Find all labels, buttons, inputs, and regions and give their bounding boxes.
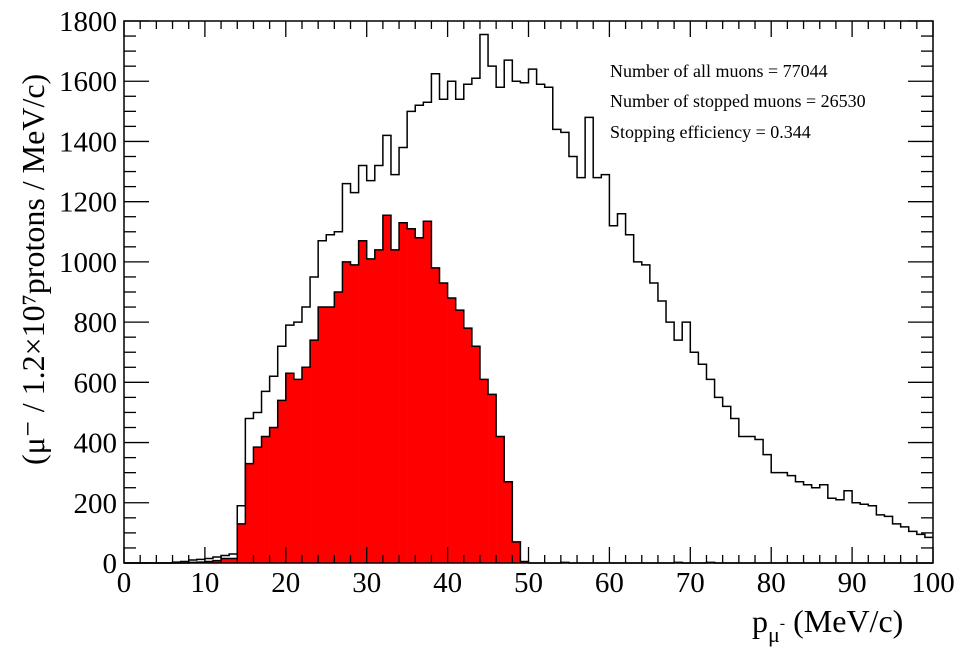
x-tick-label: 30: [352, 567, 381, 599]
stopped-bin-bar: [415, 237, 424, 564]
stopped-bin-bar: [504, 481, 513, 563]
all-muons-series: [124, 33, 933, 564]
stopped-bin-bar: [334, 292, 343, 563]
stopped-bin-bar: [439, 282, 448, 563]
stopped-bin-bar: [479, 379, 489, 563]
axes: [123, 20, 934, 564]
stopped-bin-bar: [212, 560, 222, 563]
stopped-bin-bar: [496, 436, 505, 563]
stopped-bin-bar: [318, 307, 327, 563]
stopped-bin-bar: [350, 264, 359, 563]
stopped-bin-bar: [431, 267, 440, 563]
x-tick-label: 0: [117, 567, 132, 599]
x-axis-label-subscript: μ: [768, 622, 780, 647]
stopped-bin-bar: [520, 561, 529, 563]
stopped-bin-bar: [512, 541, 521, 563]
stopped-muons-series: [124, 214, 933, 564]
x-axis-label: pμ- (MeV/c): [752, 603, 903, 647]
stopped-bin-bar: [221, 558, 230, 563]
stopped-bin-bar: [358, 240, 367, 564]
x-tick-label: 50: [514, 567, 543, 599]
y-tick-label: 1000: [59, 247, 117, 279]
stopped-bin-bar: [301, 367, 311, 563]
x-tick-label: 10: [190, 567, 219, 599]
stopped-bin-bar: [374, 249, 384, 563]
stopped-bin-bar: [463, 328, 473, 563]
x-tick-label: 100: [911, 567, 955, 599]
stopped-bin-bar: [293, 379, 303, 563]
all-muons-line: [124, 33, 933, 564]
stopped-bin-bar: [342, 261, 351, 563]
y-tick-labels: 0 200 400 600 800 1000 1200 1400 1600 1800: [59, 6, 117, 580]
y-tick-label: 200: [74, 488, 118, 520]
stopped-bin-bar: [447, 298, 456, 563]
x-tick-label: 40: [433, 567, 462, 599]
x-axis-label-symbol: p: [752, 603, 768, 639]
stopped-bin-bar: [366, 258, 376, 563]
x-tick-label: 90: [838, 567, 867, 599]
x-tick-label: 70: [676, 567, 705, 599]
y-tick-label: 800: [74, 307, 118, 339]
y-tick-label: 1600: [59, 66, 117, 98]
y-tick-label: 1400: [59, 126, 117, 158]
y-axis-label: (μ⁻ / 1.2×10⁷protons / MeV/c): [15, 74, 51, 465]
stopped-bin-bar: [390, 249, 400, 563]
stopped-bin-bar: [253, 447, 262, 563]
y-tick-label: 0: [103, 548, 118, 580]
stopped-bin-bar: [204, 561, 214, 563]
annotation-efficiency: Stopping efficiency = 0.344: [610, 122, 811, 142]
y-tick-label: 600: [74, 367, 118, 399]
annotation-stopped-muons: Number of stopped muons = 26530: [610, 91, 866, 111]
x-axis-label-superscript: -: [780, 615, 785, 632]
stopped-muons-outline: [124, 214, 933, 564]
y-tick-label: 1800: [59, 6, 117, 38]
stopped-bin-bar: [471, 346, 481, 563]
stopped-bin-bar: [237, 523, 246, 563]
stopped-bin-bar: [229, 558, 238, 563]
x-tick-label: 60: [595, 567, 624, 599]
stopped-bin-bar: [269, 427, 279, 563]
stopped-bin-bar: [382, 215, 392, 563]
stopped-bin-bar: [399, 222, 408, 563]
stopped-bin-bar: [488, 394, 497, 563]
x-axis-label-units: (MeV/c): [793, 603, 903, 639]
x-tick-label: 80: [757, 567, 786, 599]
stopped-bin-bar: [277, 400, 287, 563]
stopped-bin-bar: [261, 436, 270, 563]
y-tick-label: 1200: [59, 187, 117, 219]
y-tick-label: 400: [74, 428, 118, 460]
x-tick-label: 20: [271, 567, 300, 599]
x-tick-labels: 0 10 20 30 40 50 60 70 80 90 100: [117, 567, 955, 599]
stopped-bin-bar: [285, 373, 295, 563]
stopped-bin-bar: [326, 307, 335, 563]
stopped-bin-bar: [423, 221, 432, 563]
stopped-bin-bar: [455, 310, 465, 563]
stopped-bin-bar: [407, 228, 416, 563]
annotation-all-muons: Number of all muons = 77044: [610, 61, 828, 81]
stopped-bin-bar: [310, 340, 319, 563]
stopped-bin-bar: [245, 463, 254, 563]
